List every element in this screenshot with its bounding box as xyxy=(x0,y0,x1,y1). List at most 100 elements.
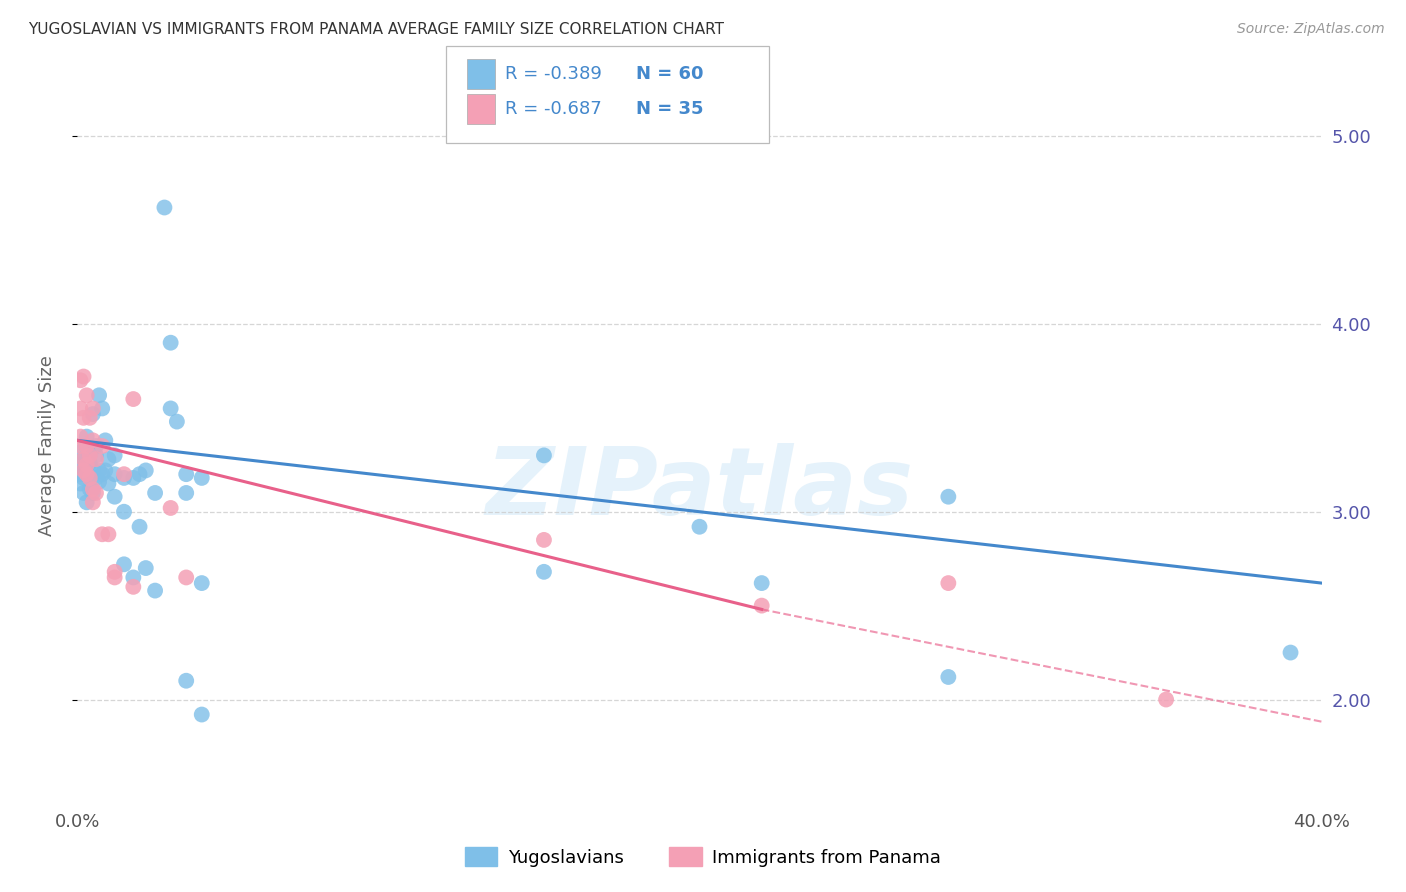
Point xyxy=(72,486,94,500)
Point xyxy=(69,444,91,458)
Point xyxy=(153,201,176,215)
Text: ZIPatlas: ZIPatlas xyxy=(485,442,914,535)
Point xyxy=(122,570,145,584)
Point xyxy=(159,335,181,350)
Point xyxy=(94,434,117,448)
Point xyxy=(689,520,711,534)
Point xyxy=(76,458,98,472)
Point xyxy=(166,415,188,429)
Point xyxy=(91,401,114,416)
Point xyxy=(135,561,157,575)
Point xyxy=(84,449,107,463)
Point xyxy=(91,527,114,541)
Point xyxy=(69,401,91,416)
Point xyxy=(84,486,107,500)
Point xyxy=(79,482,101,496)
Point xyxy=(938,576,960,591)
Point xyxy=(79,456,101,470)
Point xyxy=(533,533,555,547)
Point xyxy=(72,463,94,477)
Point xyxy=(938,670,960,684)
Point xyxy=(104,490,127,504)
Point xyxy=(143,583,166,598)
Text: YUGOSLAVIAN VS IMMIGRANTS FROM PANAMA AVERAGE FAMILY SIZE CORRELATION CHART: YUGOSLAVIAN VS IMMIGRANTS FROM PANAMA AV… xyxy=(28,22,724,37)
Point xyxy=(112,558,135,572)
Point xyxy=(76,495,98,509)
Y-axis label: Average Family Size: Average Family Size xyxy=(38,356,56,536)
Point xyxy=(82,495,104,509)
Point xyxy=(104,570,127,584)
Point xyxy=(128,467,150,482)
Point xyxy=(69,467,91,482)
Point xyxy=(135,463,157,477)
Point xyxy=(79,449,101,463)
Point xyxy=(87,463,110,477)
Point xyxy=(72,410,94,425)
Point xyxy=(751,599,773,613)
Point xyxy=(533,565,555,579)
Point xyxy=(112,467,135,482)
Point xyxy=(82,486,104,500)
Point xyxy=(82,463,104,477)
Point xyxy=(122,392,145,406)
Point xyxy=(94,463,117,477)
Point xyxy=(76,439,98,453)
Point xyxy=(104,467,127,482)
Point xyxy=(69,476,91,491)
Point xyxy=(76,429,98,443)
Point xyxy=(76,439,98,453)
Point xyxy=(174,673,197,688)
Point xyxy=(82,434,104,448)
Point xyxy=(128,520,150,534)
Point xyxy=(938,490,960,504)
Point xyxy=(76,467,98,482)
Point xyxy=(82,407,104,421)
Point xyxy=(104,565,127,579)
Point xyxy=(174,467,197,482)
Point xyxy=(72,463,94,477)
Point xyxy=(82,401,104,416)
Point xyxy=(1154,692,1177,706)
Point xyxy=(159,500,181,515)
Point xyxy=(174,486,197,500)
Point xyxy=(1279,646,1302,660)
Point xyxy=(84,452,107,467)
Point xyxy=(191,707,214,722)
Point xyxy=(533,449,555,463)
Text: Source: ZipAtlas.com: Source: ZipAtlas.com xyxy=(1237,22,1385,37)
Text: R = -0.687: R = -0.687 xyxy=(505,100,602,118)
Text: R = -0.389: R = -0.389 xyxy=(505,65,602,83)
Point xyxy=(91,467,114,482)
Point xyxy=(79,471,101,485)
Point xyxy=(104,449,127,463)
Point xyxy=(122,580,145,594)
Point xyxy=(69,429,91,443)
Point xyxy=(69,458,91,472)
Point xyxy=(76,388,98,402)
Point xyxy=(97,452,120,467)
Point xyxy=(69,439,91,453)
Point xyxy=(97,476,120,491)
Point xyxy=(76,467,98,482)
Point xyxy=(69,373,91,387)
Point xyxy=(72,471,94,485)
Point xyxy=(122,471,145,485)
Point xyxy=(91,439,114,453)
Point xyxy=(87,475,110,489)
Point xyxy=(174,570,197,584)
Point xyxy=(112,471,135,485)
Point xyxy=(159,401,181,416)
Point xyxy=(84,471,107,485)
Legend: Yugoslavians, Immigrants from Panama: Yugoslavians, Immigrants from Panama xyxy=(457,840,949,874)
Point xyxy=(191,471,214,485)
Text: N = 60: N = 60 xyxy=(636,65,703,83)
Point xyxy=(191,576,214,591)
Point xyxy=(82,482,104,496)
Point xyxy=(79,449,101,463)
Point xyxy=(72,369,94,384)
Point xyxy=(72,452,94,467)
Point xyxy=(112,505,135,519)
Point xyxy=(751,576,773,591)
Point xyxy=(79,410,101,425)
Text: N = 35: N = 35 xyxy=(636,100,703,118)
